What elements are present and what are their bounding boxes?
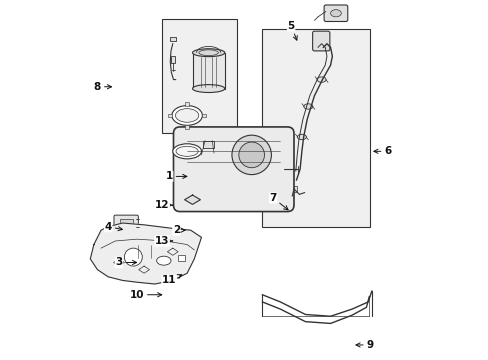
Bar: [171, 56, 175, 63]
Circle shape: [124, 248, 142, 266]
Ellipse shape: [330, 10, 341, 17]
FancyBboxPatch shape: [324, 5, 347, 22]
FancyBboxPatch shape: [114, 215, 138, 231]
Bar: [162, 19, 237, 134]
Text: 6: 6: [373, 146, 391, 156]
Text: 9: 9: [355, 340, 373, 350]
Ellipse shape: [175, 109, 198, 122]
Text: 8: 8: [94, 82, 111, 92]
Bar: [202, 114, 206, 117]
Bar: [167, 114, 172, 117]
FancyBboxPatch shape: [173, 127, 293, 212]
Bar: [192, 53, 224, 89]
Bar: [262, 30, 369, 226]
Text: 4: 4: [104, 222, 122, 231]
Bar: [120, 220, 132, 226]
Text: 5: 5: [287, 21, 297, 40]
Text: 3: 3: [115, 257, 136, 267]
Text: 7: 7: [269, 193, 287, 210]
Ellipse shape: [192, 49, 224, 57]
Text: 10: 10: [129, 290, 162, 300]
Bar: [184, 102, 189, 106]
Bar: [178, 255, 184, 261]
Polygon shape: [90, 223, 201, 284]
Ellipse shape: [172, 144, 201, 159]
Text: 13: 13: [155, 236, 172, 246]
Text: 11: 11: [162, 275, 182, 285]
Ellipse shape: [297, 134, 306, 140]
Ellipse shape: [171, 105, 202, 125]
Ellipse shape: [156, 256, 171, 265]
Ellipse shape: [192, 85, 224, 93]
Ellipse shape: [303, 104, 312, 109]
Text: 1: 1: [165, 171, 186, 181]
Bar: [290, 186, 296, 192]
Bar: [203, 140, 214, 148]
FancyBboxPatch shape: [312, 31, 329, 51]
Circle shape: [231, 135, 271, 175]
Bar: [139, 248, 149, 255]
Ellipse shape: [176, 146, 198, 156]
Bar: [184, 125, 189, 129]
Text: 2: 2: [172, 225, 184, 235]
Polygon shape: [184, 195, 200, 204]
Ellipse shape: [317, 77, 325, 82]
Text: 12: 12: [155, 200, 172, 210]
FancyBboxPatch shape: [134, 244, 154, 259]
Bar: [169, 37, 175, 41]
Circle shape: [238, 142, 264, 168]
